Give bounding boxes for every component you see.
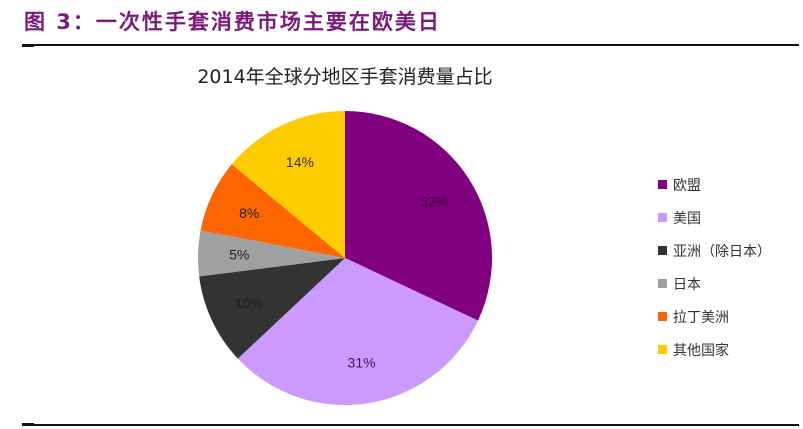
pie-slice	[237, 258, 479, 405]
top-divider	[24, 44, 799, 46]
slice-label: 32%	[420, 193, 448, 209]
legend-swatch	[658, 213, 667, 222]
legend: 欧盟 美国 亚洲（除日本） 日本 拉丁美洲 其他国家	[658, 168, 771, 366]
figure-title: 图 3：一次性手套消费市场主要在欧美日	[24, 10, 441, 34]
legend-item-asia-ex-japan: 亚洲（除日本）	[658, 234, 771, 267]
pie-slice	[231, 111, 345, 258]
pie-slice	[200, 164, 345, 258]
top-divider-tick	[22, 44, 34, 47]
chart-title: 2014年全球分地区手套消费量占比	[197, 66, 493, 88]
slice-label: 5%	[229, 247, 249, 263]
legend-item-other: 其他国家	[658, 333, 771, 366]
legend-label: 日本	[673, 276, 701, 293]
legend-item-latin-america: 拉丁美洲	[658, 300, 771, 333]
pie-slice	[199, 258, 345, 359]
legend-item-japan: 日本	[658, 267, 771, 300]
legend-swatch	[658, 345, 667, 354]
pie-slice	[345, 111, 492, 321]
legend-label: 欧盟	[673, 177, 701, 194]
legend-item-eu: 欧盟	[658, 168, 771, 201]
legend-label: 拉丁美洲	[673, 309, 729, 326]
legend-swatch	[658, 246, 667, 255]
slice-label: 8%	[239, 205, 259, 221]
bottom-divider	[24, 424, 799, 426]
slice-label: 31%	[348, 355, 376, 371]
legend-label: 亚洲（除日本）	[673, 243, 771, 260]
legend-label: 其他国家	[673, 342, 729, 359]
legend-swatch	[658, 180, 667, 189]
legend-swatch	[658, 312, 667, 321]
legend-item-us: 美国	[658, 201, 771, 234]
legend-label: 美国	[673, 210, 701, 227]
slice-label: 14%	[286, 154, 314, 170]
pie-slice	[198, 230, 345, 277]
legend-swatch	[658, 279, 667, 288]
bottom-divider-tick	[22, 423, 34, 426]
slice-label: 10%	[235, 295, 263, 311]
